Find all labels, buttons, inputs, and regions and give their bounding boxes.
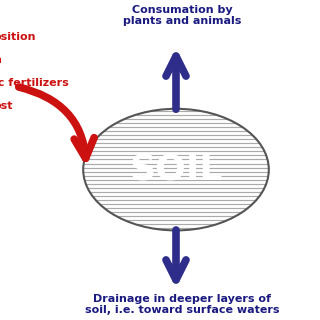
Text: SOIL: SOIL <box>129 153 223 187</box>
FancyArrowPatch shape <box>19 87 94 158</box>
Text: ic fertilizers: ic fertilizers <box>0 78 68 88</box>
Text: Drainage in deeper layers of
soil, i.e. toward surface waters: Drainage in deeper layers of soil, i.e. … <box>85 294 280 315</box>
Text: ost: ost <box>0 101 13 111</box>
Ellipse shape <box>83 109 269 230</box>
Text: n: n <box>0 55 2 65</box>
Text: osition: osition <box>0 32 36 42</box>
Text: Consumation by
plants and animals: Consumation by plants and animals <box>123 5 242 27</box>
